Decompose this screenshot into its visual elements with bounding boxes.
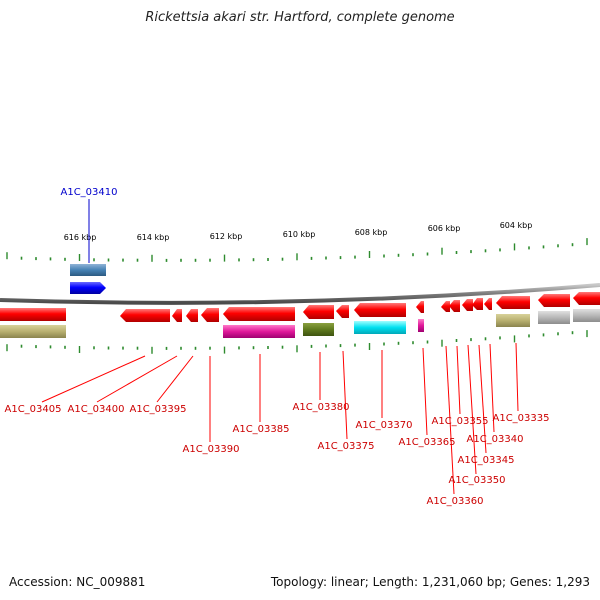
scale-label: 608 kbp bbox=[355, 228, 388, 237]
gene-arrow[interactable] bbox=[172, 309, 182, 322]
feature-box[interactable] bbox=[303, 323, 334, 336]
feature-box-a1c-03410[interactable] bbox=[70, 264, 106, 276]
gene-arrow[interactable] bbox=[416, 301, 424, 313]
gene-label-a1c-03350[interactable]: A1C_03350 bbox=[449, 475, 506, 486]
scale-label: 616 kbp bbox=[64, 233, 97, 242]
map-title: Rickettsia akari str. Hartford, complete… bbox=[145, 10, 455, 25]
gene-label-a1c-03405[interactable]: A1C_03405 bbox=[5, 404, 62, 415]
gene-arrow[interactable] bbox=[441, 301, 450, 312]
gene-arrow[interactable] bbox=[496, 296, 530, 309]
label-leader-lines bbox=[41, 342, 519, 495]
scale-label: 606 kbp bbox=[428, 224, 461, 233]
gene-label-a1c-03345[interactable]: A1C_03345 bbox=[458, 455, 515, 466]
gene-arrow[interactable] bbox=[573, 292, 600, 305]
gene-label-a1c-03385[interactable]: A1C_03385 bbox=[233, 424, 290, 435]
gene-arrow[interactable] bbox=[201, 308, 219, 322]
lower-tick-track bbox=[6, 330, 588, 354]
gene-arrow[interactable] bbox=[354, 303, 406, 317]
gene-label-a1c-03365[interactable]: A1C_03365 bbox=[399, 437, 456, 448]
gene-arrow[interactable] bbox=[538, 294, 570, 307]
feature-box[interactable] bbox=[0, 325, 66, 338]
gene-label-a1c-03410[interactable]: A1C_03410 bbox=[61, 187, 118, 198]
genome-backbone bbox=[0, 283, 600, 305]
gene-label-a1c-03380[interactable]: A1C_03380 bbox=[293, 402, 350, 413]
gene-arrow[interactable] bbox=[0, 308, 66, 321]
feature-box[interactable] bbox=[418, 319, 424, 332]
feature-box[interactable] bbox=[223, 325, 295, 338]
feature-box[interactable] bbox=[496, 314, 530, 327]
gene-arrow[interactable] bbox=[472, 298, 483, 310]
accession-text: Accession: NC_009881 bbox=[9, 575, 146, 589]
feature-box[interactable] bbox=[573, 309, 600, 322]
gene-arrow-a1c-03410[interactable] bbox=[70, 282, 106, 294]
scale-label: 612 kbp bbox=[210, 232, 243, 241]
genome-summary-text: Topology: linear; Length: 1,231,060 bp; … bbox=[270, 575, 590, 589]
gene-label-a1c-03400[interactable]: A1C_03400 bbox=[68, 404, 125, 415]
gene-label-a1c-03395[interactable]: A1C_03395 bbox=[130, 404, 187, 415]
gene-label-a1c-03340[interactable]: A1C_03340 bbox=[467, 434, 524, 445]
gene-arrow[interactable] bbox=[120, 309, 170, 322]
scale-label: 614 kbp bbox=[137, 233, 170, 242]
gene-arrow[interactable] bbox=[449, 300, 460, 312]
scale-label: 610 kbp bbox=[283, 230, 316, 239]
gene-label-a1c-03370[interactable]: A1C_03370 bbox=[356, 420, 413, 431]
gene-arrow[interactable] bbox=[303, 305, 334, 319]
gene-arrow[interactable] bbox=[186, 309, 198, 322]
gene-arrow[interactable] bbox=[223, 307, 295, 321]
gene-label-a1c-03355[interactable]: A1C_03355 bbox=[432, 416, 489, 427]
feature-box[interactable] bbox=[538, 311, 570, 324]
gene-arrow[interactable] bbox=[484, 298, 492, 310]
upper-tick-track bbox=[6, 238, 588, 262]
gene-label-a1c-03390[interactable]: A1C_03390 bbox=[183, 444, 240, 455]
gene-arrow[interactable] bbox=[462, 299, 473, 311]
gene-arrow[interactable] bbox=[336, 305, 349, 318]
gene-label-a1c-03335[interactable]: A1C_03335 bbox=[493, 413, 550, 424]
gene-label-a1c-03360[interactable]: A1C_03360 bbox=[427, 496, 484, 507]
gene-label-a1c-03375[interactable]: A1C_03375 bbox=[318, 441, 375, 452]
feature-box[interactable] bbox=[354, 321, 406, 334]
scale-label: 604 kbp bbox=[500, 221, 533, 230]
